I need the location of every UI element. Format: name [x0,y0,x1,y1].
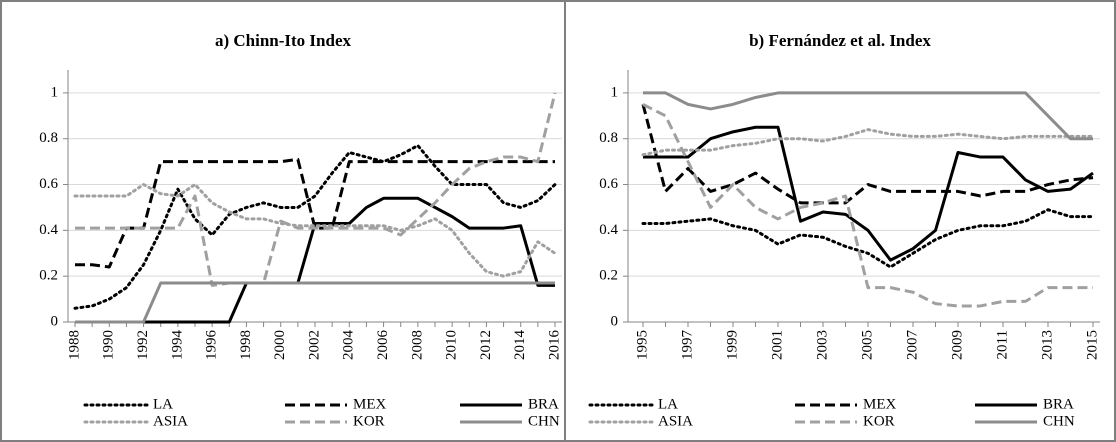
x-tick-label: 2012 [478,330,494,360]
x-tick-label: 2001 [769,330,785,360]
legend-label: MEX [353,396,387,412]
x-tick-label: 2005 [859,330,875,360]
y-tick-label: 0.6 [599,176,618,192]
y-tick-label: 0 [611,313,619,329]
x-tick-label: 2006 [375,330,391,361]
x-tick-label: 2010 [444,330,460,360]
x-tick-label: 2014 [512,330,528,361]
x-tick-label: 1997 [679,330,695,361]
x-tick-label: 2007 [904,330,920,361]
series-line [643,125,1094,262]
x-tick-label: 2011 [994,330,1010,359]
x-tick-label: 2009 [949,330,965,360]
series-line [642,103,1093,308]
x-tick-label: 2013 [1039,330,1055,360]
legend-label: CHN [1043,413,1075,429]
x-tick-label: 2016 [546,330,562,361]
legend-label: CHN [528,413,560,429]
series-line [641,208,1095,269]
x-tick-label: 2008 [409,330,425,360]
legend-label: KOR [353,413,385,429]
series-line [641,103,1094,205]
y-tick-label: 0.8 [39,130,58,146]
x-tick-label: 1996 [204,330,220,361]
chart-title: a) Chinn-Ito Index [215,31,352,50]
series-line [75,92,557,287]
legend-label: ASIA [658,413,693,429]
x-tick-label: 1999 [724,330,740,360]
legend-label: BRA [528,396,559,412]
x-tick-label: 2002 [306,330,322,360]
y-tick-label: 0.4 [39,222,58,238]
series-line [75,157,555,269]
x-tick-label: 1998 [238,330,254,360]
y-tick-label: 0 [51,313,59,329]
x-tick-label: 1990 [101,330,117,360]
series-line [73,144,557,310]
y-tick-label: 1 [611,84,619,100]
y-tick-label: 1 [51,84,59,100]
y-tick-label: 0.2 [599,268,618,284]
x-tick-label: 1988 [66,330,82,360]
x-tick-label: 1995 [634,330,650,360]
legend-label: LA [658,396,678,412]
legend-label: LA [153,396,173,412]
series-line [75,281,555,324]
chart-title: b) Fernández et al. Index [749,31,931,50]
legend-label: MEX [863,396,897,412]
series-line [643,91,1093,141]
x-tick-label: 2000 [272,330,288,360]
legend-label: ASIA [153,413,188,429]
x-tick-label: 1992 [135,330,151,360]
legend-label: BRA [1043,396,1074,412]
x-tick-label: 2003 [814,330,830,360]
x-tick-label: 1994 [169,330,185,361]
y-tick-label: 0.8 [599,130,618,146]
y-tick-label: 0.2 [39,268,58,284]
y-tick-label: 0.4 [599,222,618,238]
series-line [641,128,1095,157]
series-line [73,183,557,278]
legend-label: KOR [863,413,895,429]
series-line [75,196,555,324]
x-tick-label: 2004 [341,330,357,361]
x-tick-label: 2015 [1084,330,1100,360]
y-tick-label: 0.6 [39,176,58,192]
